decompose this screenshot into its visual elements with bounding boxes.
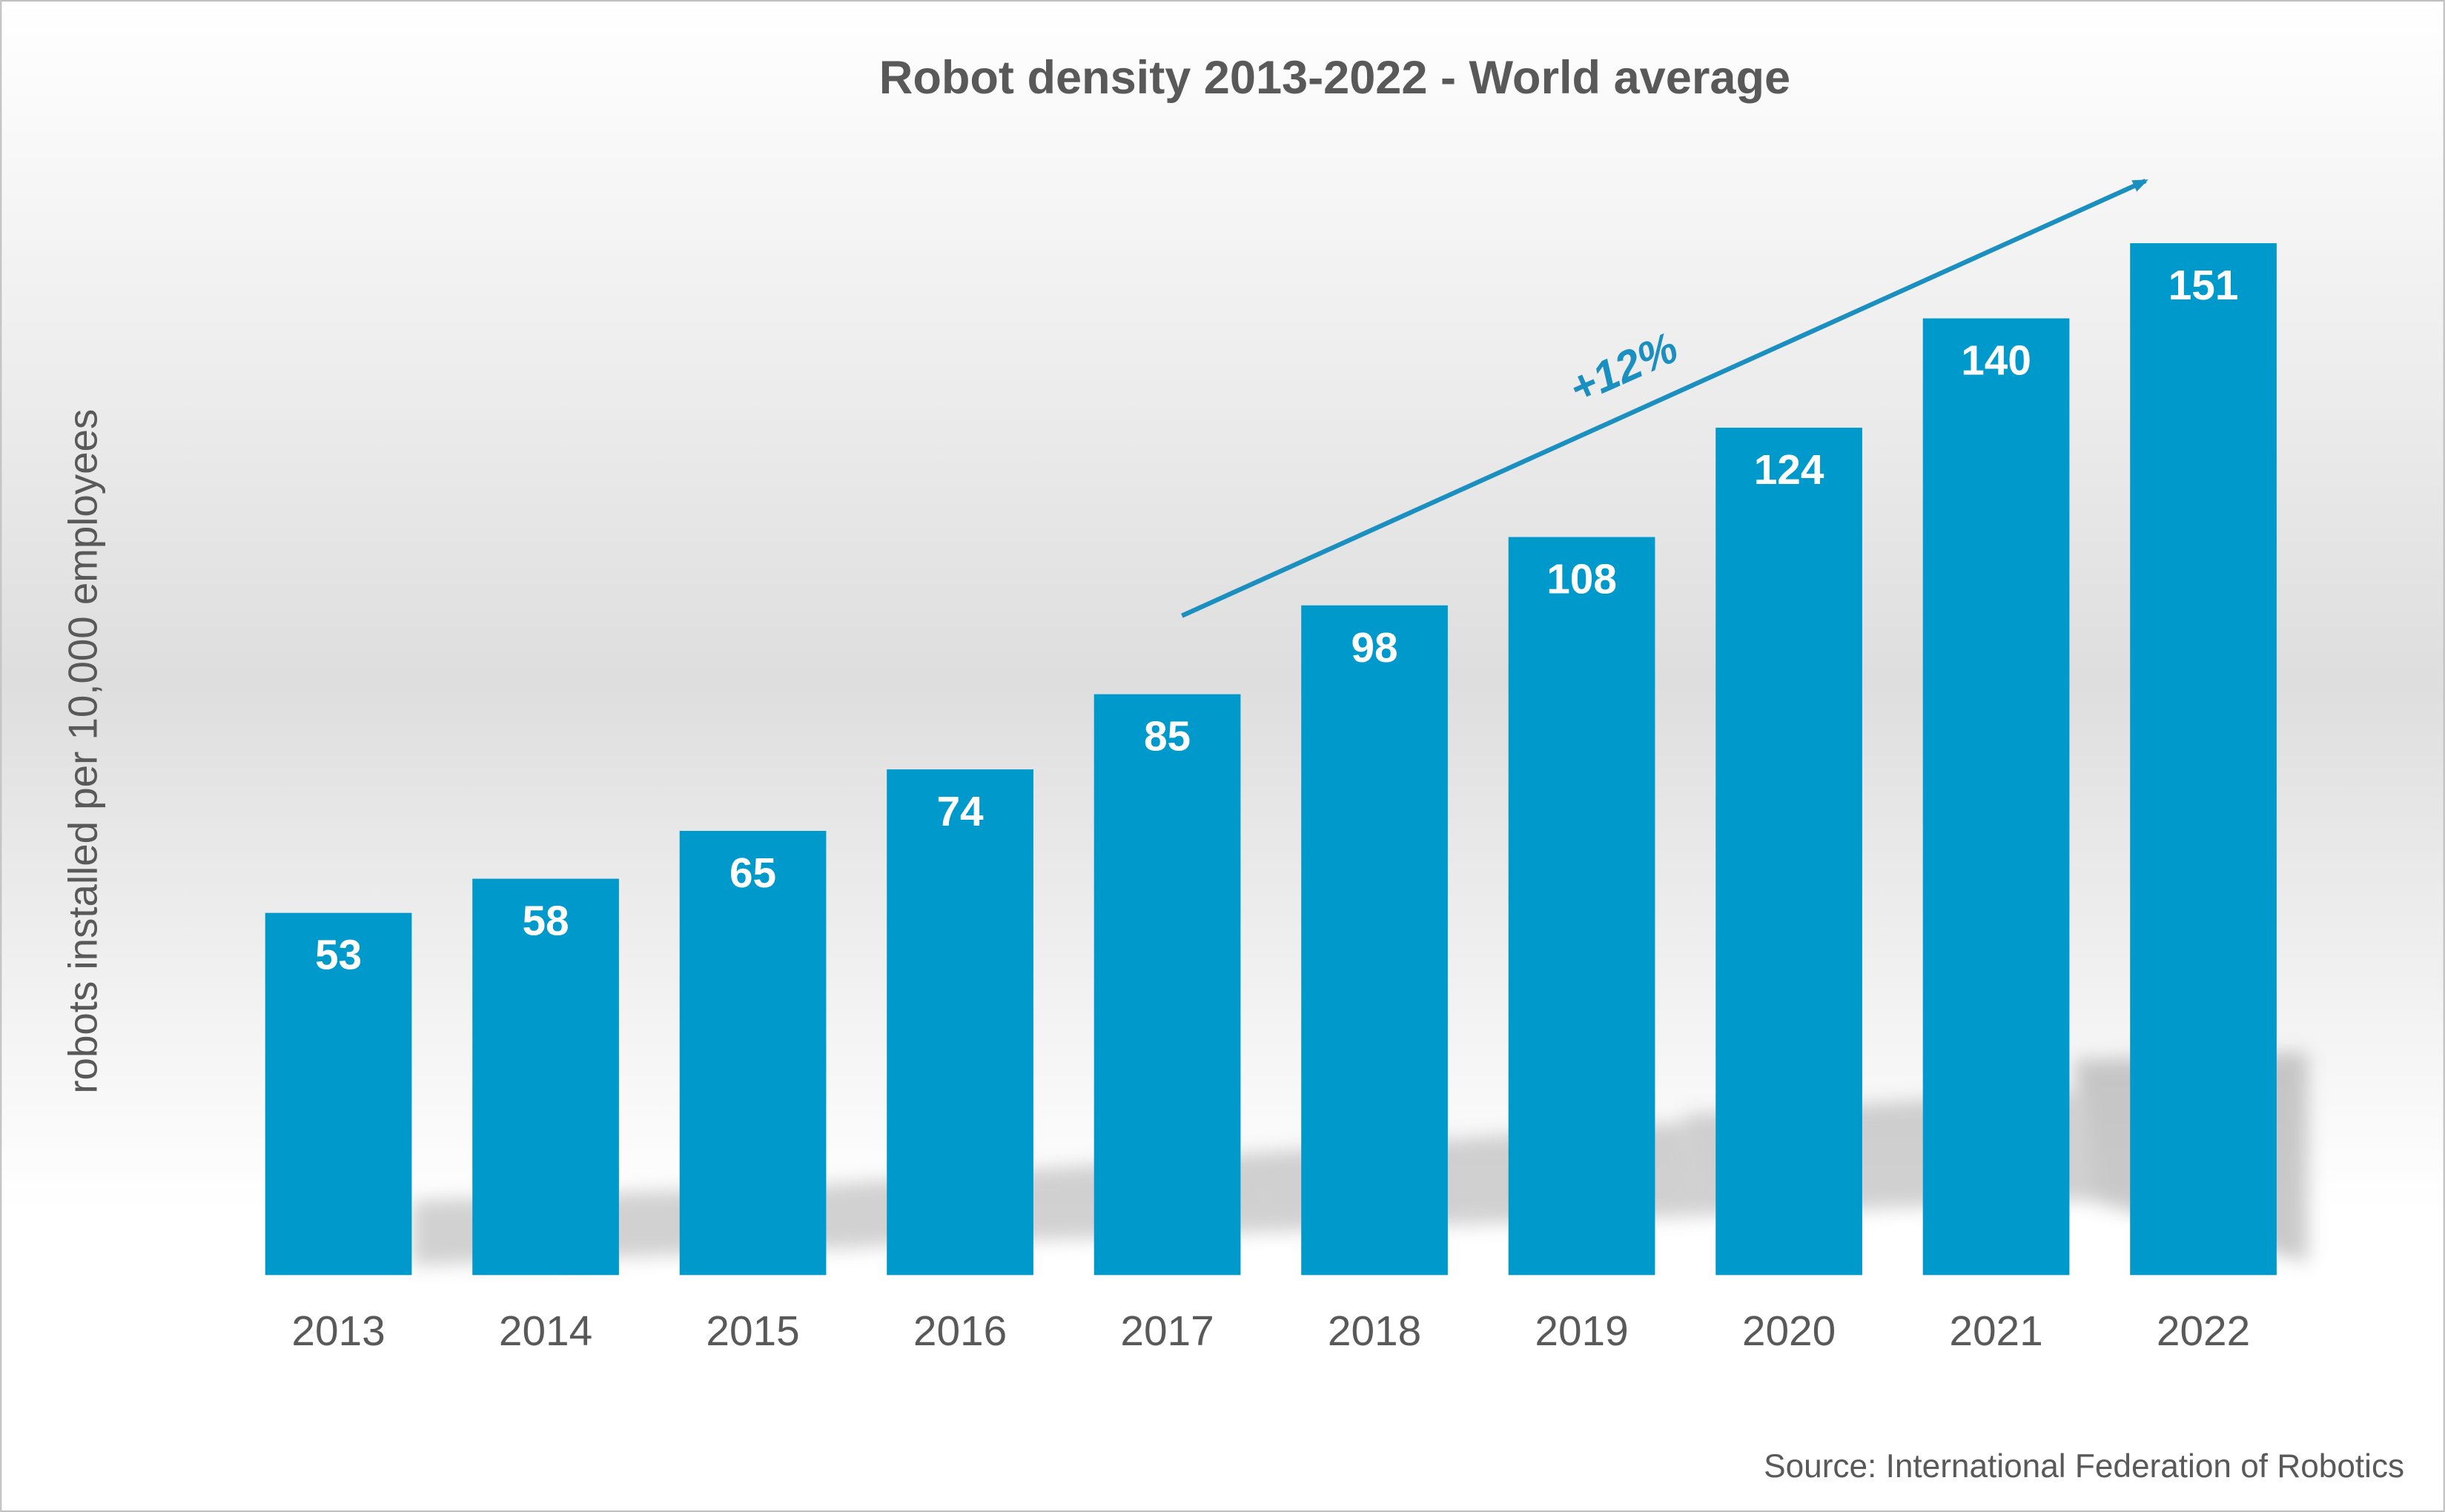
value-label: 53 (315, 932, 362, 979)
x-tick-label: 2019 (1535, 1308, 1628, 1355)
x-tick-label: 2015 (706, 1308, 799, 1355)
bar (2130, 243, 2277, 1276)
y-axis-label: robots installed per 10,000 employees (59, 409, 105, 1094)
chart-title: Robot density 2013-2022 - World average (879, 52, 1790, 104)
x-tick-label: 2017 (1120, 1308, 1214, 1355)
value-label: 98 (1351, 625, 1397, 672)
x-tick-label: 2016 (913, 1308, 1007, 1355)
x-tick-label: 2022 (2157, 1308, 2250, 1355)
bar (1094, 694, 1241, 1276)
value-label: 124 (1754, 447, 1824, 494)
bar (679, 831, 827, 1276)
x-tick-label: 2013 (291, 1308, 385, 1355)
bar (1508, 537, 1655, 1276)
value-label: 65 (729, 850, 776, 897)
x-tick-label: 2018 (1328, 1308, 1421, 1355)
x-tick-label: 2020 (1742, 1308, 1836, 1355)
bar (1301, 605, 1448, 1276)
bar (265, 912, 412, 1276)
value-label: 58 (522, 898, 569, 945)
value-label: 108 (1546, 557, 1617, 603)
trend-arrow (1181, 179, 2148, 618)
x-tick-label: 2014 (499, 1308, 592, 1355)
value-label: 85 (1144, 714, 1191, 760)
bar (472, 878, 619, 1276)
plot-area: 53 2013 58 2014 65 2015 74 2016 85 2017 98 2018 108 2… (265, 243, 2277, 1355)
value-label: 151 (2168, 262, 2239, 309)
source-note: Source: International Federation of Robo… (1764, 1448, 2404, 1485)
value-label: 74 (936, 789, 984, 835)
bar (1922, 318, 2070, 1276)
bar (1716, 428, 1862, 1276)
bar (887, 769, 1033, 1276)
x-tick-label: 2021 (1949, 1308, 2042, 1355)
value-label: 140 (1961, 338, 2031, 385)
